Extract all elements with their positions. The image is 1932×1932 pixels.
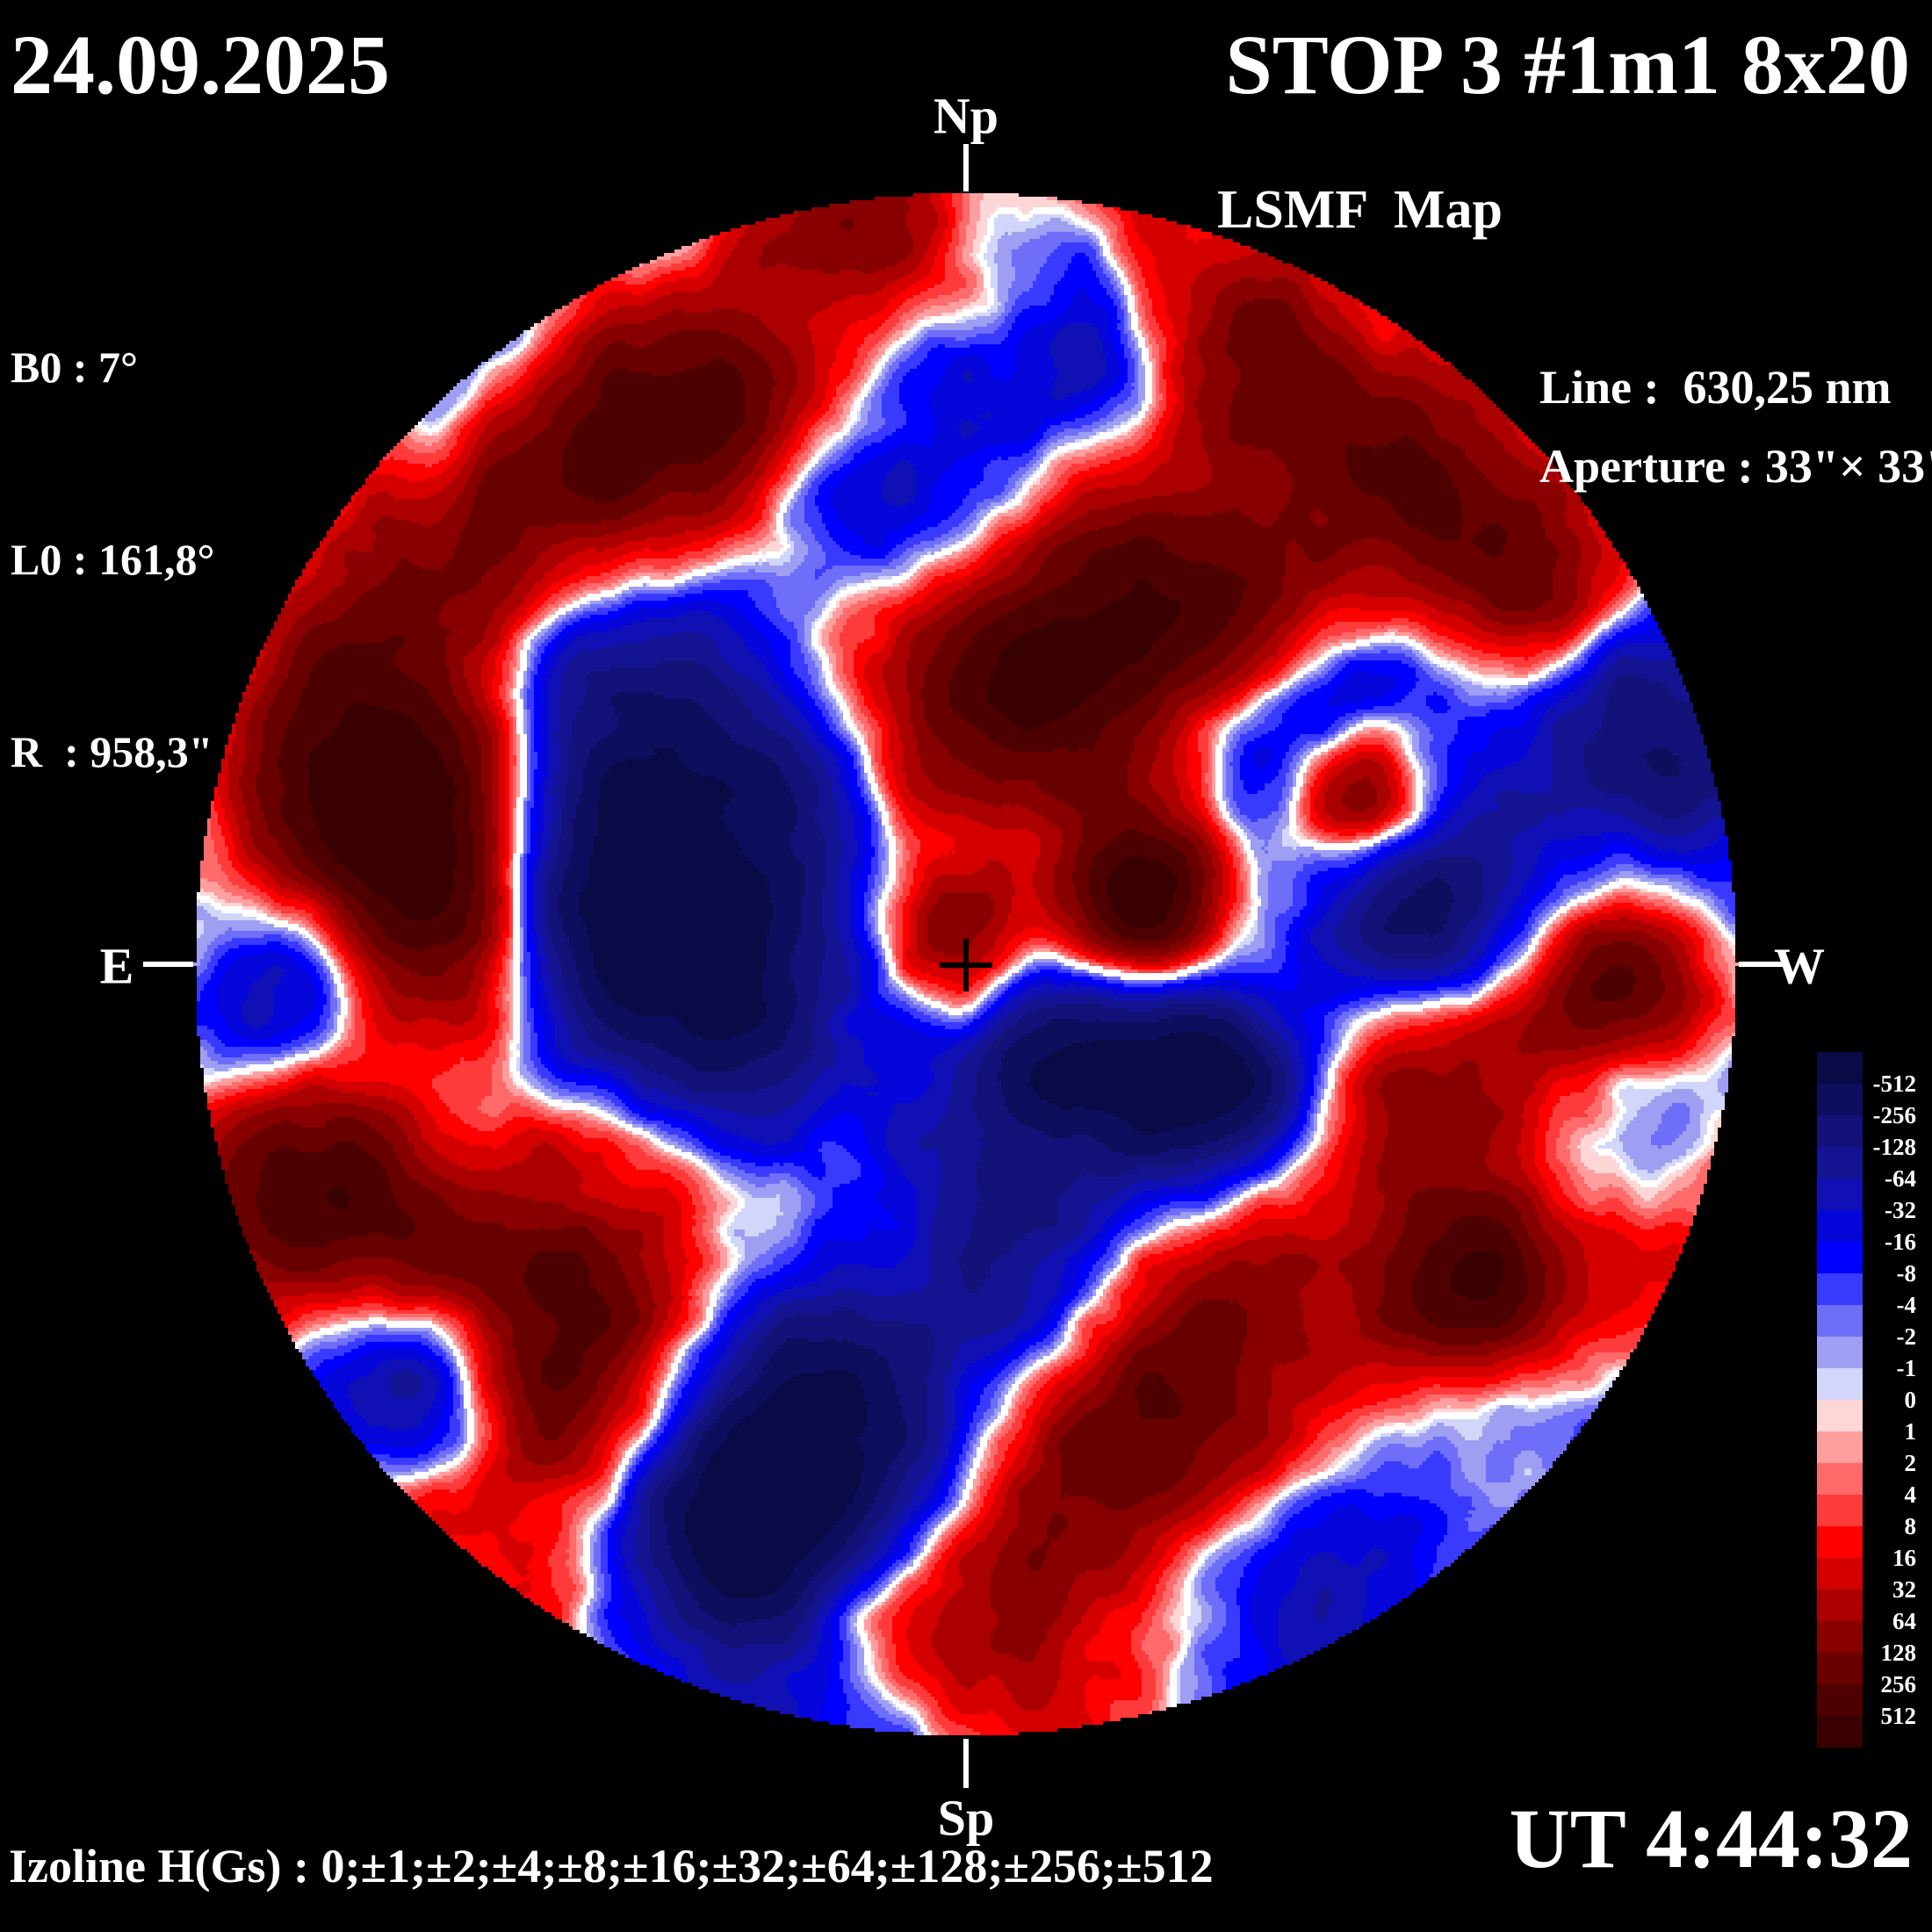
aperture-value: Aperture : 33"× 33" [1539, 440, 1932, 493]
colorbar-segment [1817, 1526, 1863, 1558]
map-subtitle: LSMF Map [1217, 180, 1503, 240]
colorbar [1817, 1052, 1863, 1748]
colorbar-segment [1817, 1147, 1863, 1179]
colorbar-segment [1817, 1495, 1863, 1526]
l0-value: L0 : 161,8° [11, 535, 215, 584]
colorbar-segment [1817, 1273, 1863, 1305]
colorbar-segment [1817, 1716, 1863, 1748]
colorbar-segment [1817, 1179, 1863, 1210]
north-pole-label: Np [933, 87, 999, 145]
colorbar-segment [1817, 1084, 1863, 1115]
colorbar-segment [1817, 1684, 1863, 1716]
spectral-line-value: Line : 630,25 nm [1539, 361, 1892, 414]
south-pole-label: Sp [937, 1789, 995, 1847]
colorbar-segment [1817, 1210, 1863, 1242]
north-tick [963, 144, 969, 191]
colorbar-segment [1817, 1590, 1863, 1621]
ut-time: UT 4:44:32 [1509, 1791, 1913, 1885]
colorbar-segment [1817, 1558, 1863, 1590]
radius-value: R : 958,3" [11, 727, 213, 776]
colorbar-segment [1817, 1052, 1863, 1084]
colorbar-segment [1817, 1431, 1863, 1463]
colorbar-segment [1817, 1463, 1863, 1495]
b0-value: B0 : 7° [11, 342, 138, 392]
colorbar-segment [1817, 1242, 1863, 1273]
colorbar-segment [1817, 1400, 1863, 1431]
south-tick [963, 1739, 969, 1788]
izoline-legend: Izoline H(Gs) : 0;±1;±2;±4;±8;±16;±32;±6… [9, 1840, 1214, 1892]
colorbar-segment [1817, 1621, 1863, 1653]
west-tick [1739, 962, 1789, 967]
colorbar-segment [1817, 1337, 1863, 1368]
observation-parameters: B0 : 7° L0 : 161,8° R : 958,3" [11, 207, 215, 848]
colorbar-segment [1817, 1305, 1863, 1337]
colorbar-segment [1817, 1653, 1863, 1684]
page-title: STOP 3 #1m1 8x20 [1225, 18, 1910, 112]
colorbar-segment [1817, 1115, 1863, 1147]
east-tick [143, 962, 193, 967]
center-marker-vertical [963, 939, 969, 991]
observation-date: 24.09.2025 [11, 18, 390, 112]
colorbar-segment [1817, 1368, 1863, 1400]
east-label: E [99, 937, 134, 995]
